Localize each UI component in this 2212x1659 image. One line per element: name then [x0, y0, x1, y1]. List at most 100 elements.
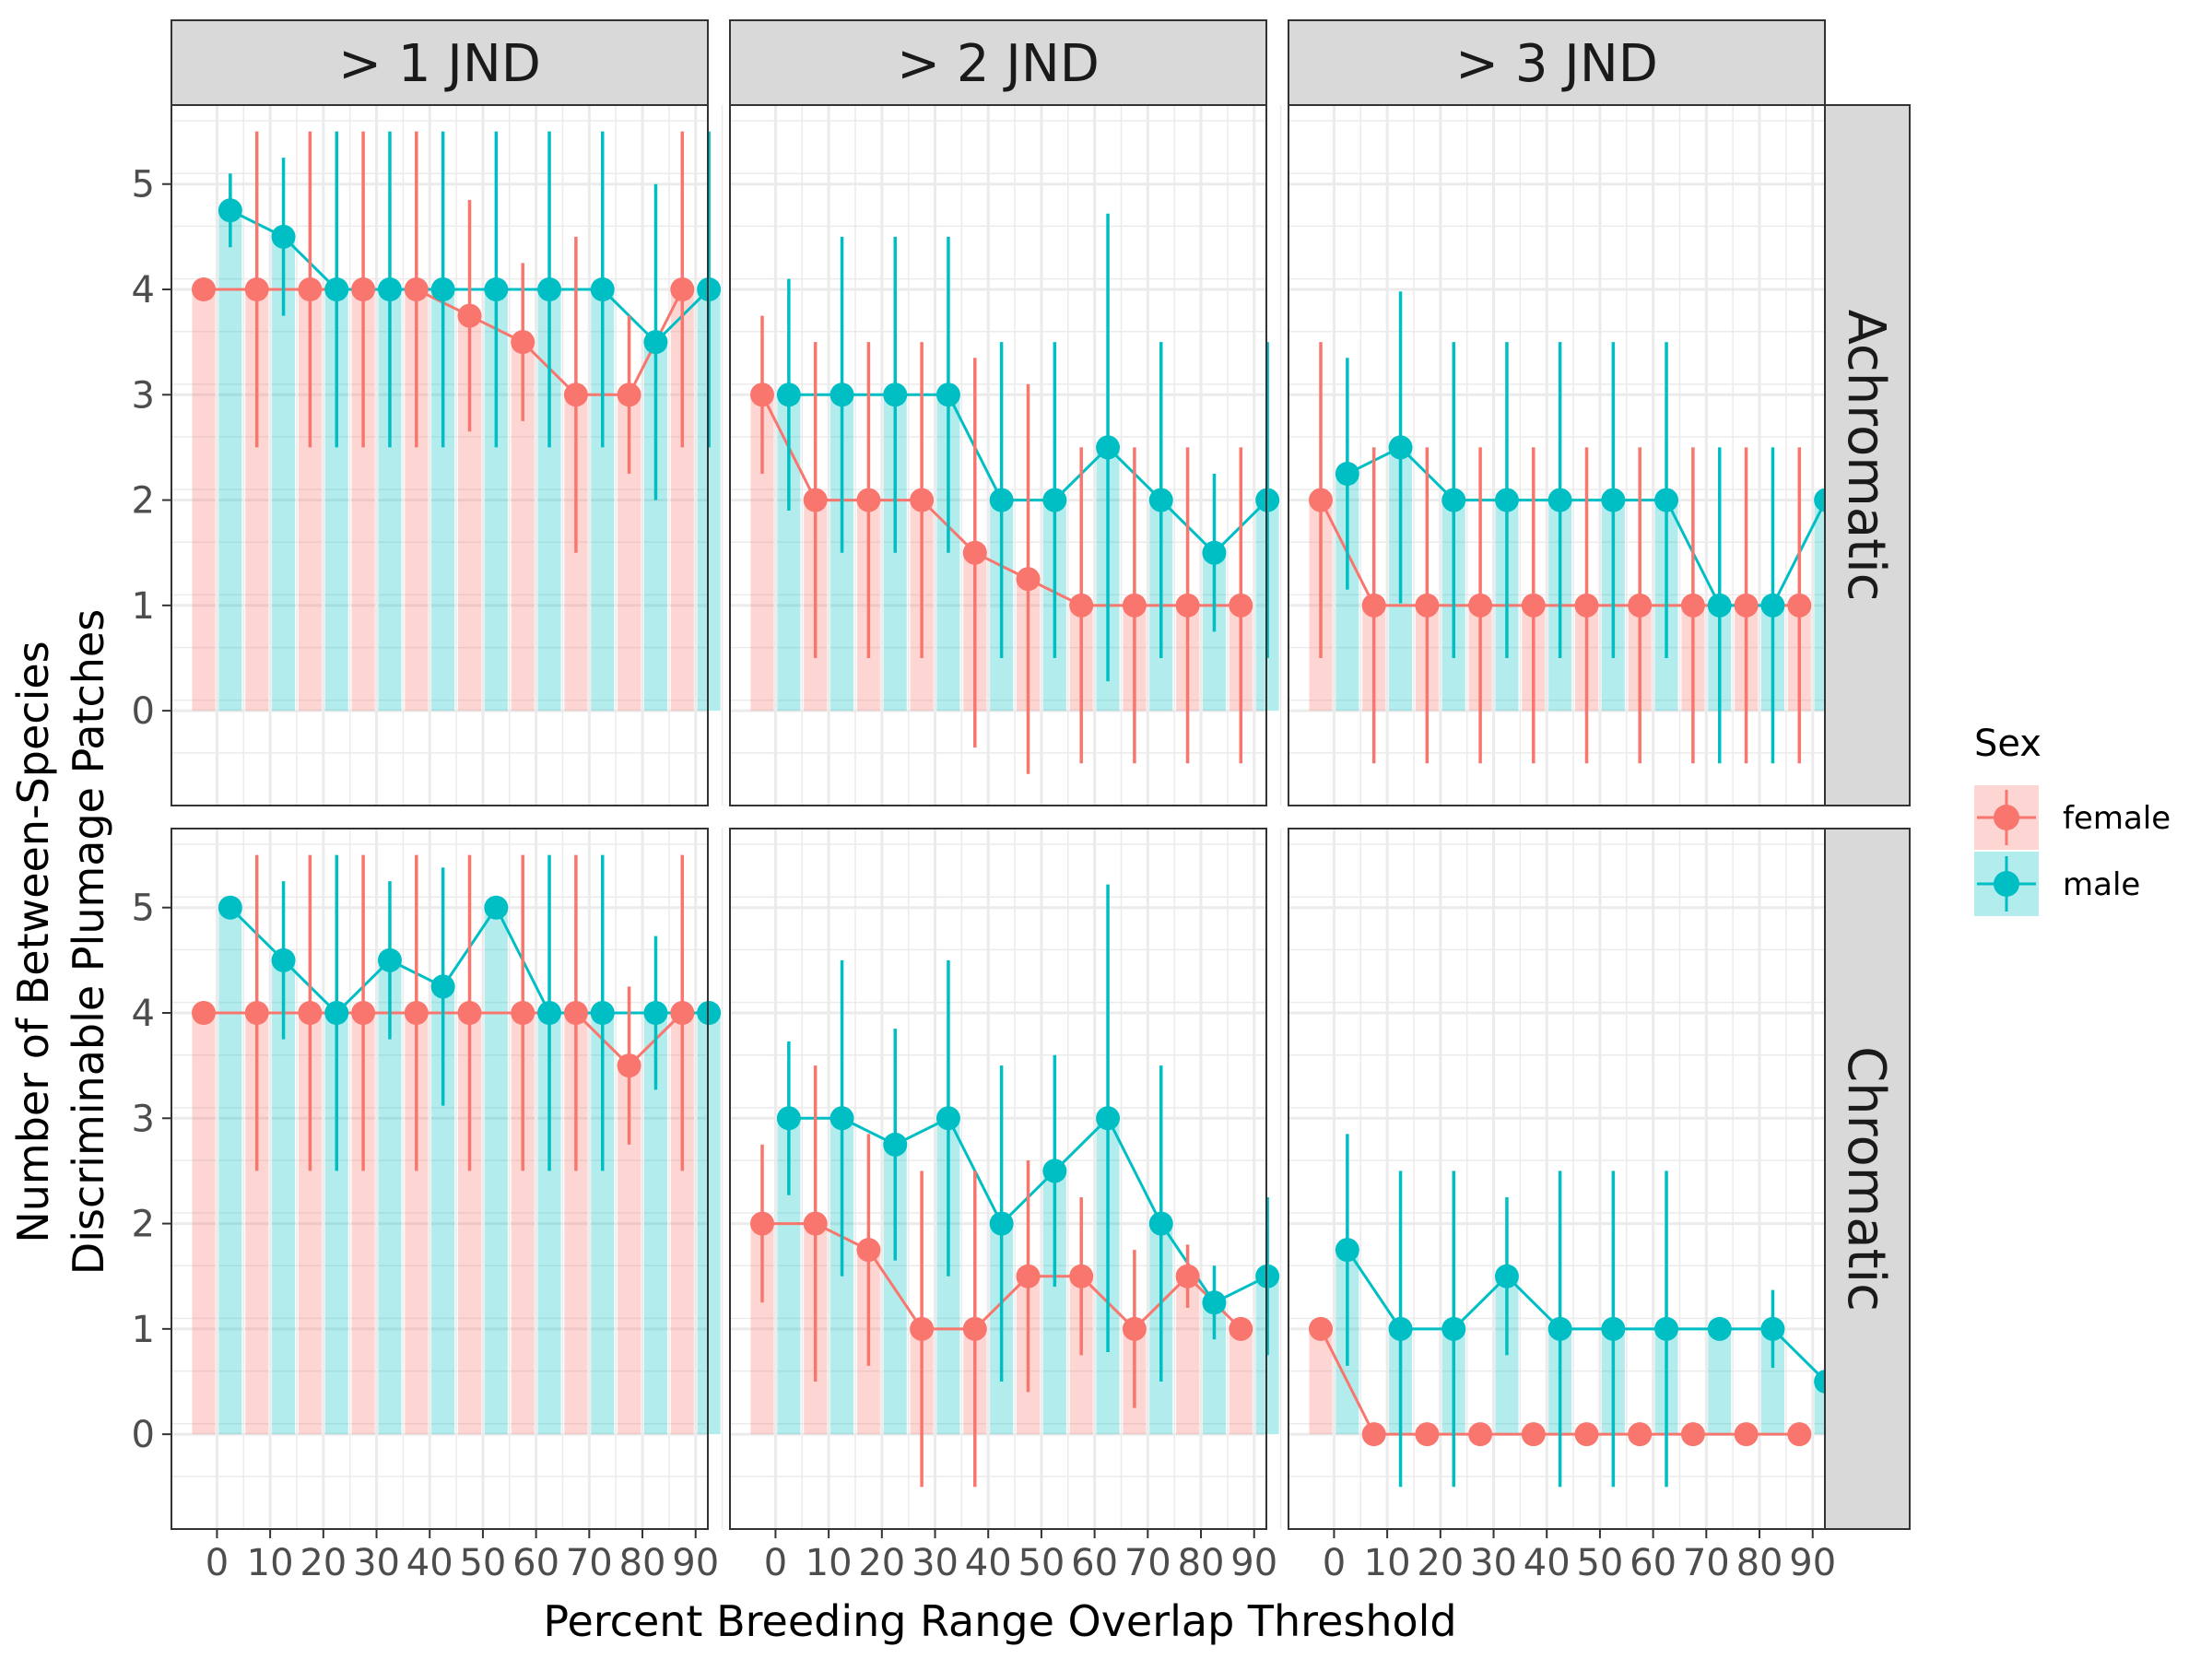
x-tick-label: 40 [1524, 1542, 1571, 1584]
panel-1-0 [171, 828, 724, 1530]
point-male [1601, 1316, 1626, 1341]
point-male [1202, 1290, 1227, 1315]
point-female [1574, 593, 1599, 618]
column-strip-bg [171, 19, 709, 106]
point-male [324, 1001, 349, 1025]
x-tick-label: 80 [619, 1542, 666, 1584]
y-tick-label: 3 [132, 1098, 155, 1140]
x-tick-label: 70 [1124, 1542, 1171, 1584]
point-male [590, 1001, 615, 1025]
point-female [404, 277, 429, 301]
point-male [883, 1132, 908, 1157]
x-tick-label: 20 [858, 1542, 905, 1584]
x-tick-label: 90 [1789, 1542, 1836, 1584]
point-female [962, 540, 987, 565]
point-male [484, 277, 509, 301]
point-female [1734, 1422, 1759, 1447]
point-female [1468, 1422, 1493, 1447]
point-female [617, 1053, 641, 1078]
point-male [1148, 488, 1173, 512]
point-male [1654, 488, 1679, 512]
point-female [1229, 1316, 1253, 1341]
panel-border [171, 828, 709, 1530]
point-male [537, 277, 562, 301]
column-strip-label: > 3 JND [1455, 34, 1658, 94]
point-female [1468, 593, 1493, 618]
point-female [1175, 593, 1200, 618]
column-strip-bg [729, 19, 1267, 106]
point-male [1601, 488, 1626, 512]
point-female [1628, 1422, 1653, 1447]
point-male [1042, 488, 1067, 512]
point-female [1309, 1316, 1333, 1341]
legend: Sex female male [1974, 723, 2171, 916]
point-female [1415, 593, 1440, 618]
x-tick-label: 60 [1630, 1542, 1677, 1584]
row-strip-label: Achromatic [1836, 310, 1896, 602]
y-tick-label: 2 [132, 1204, 155, 1246]
point-female [404, 1001, 429, 1025]
x-tick-label: 30 [912, 1542, 959, 1584]
x-tick-label: 60 [1071, 1542, 1118, 1584]
bar-male [218, 907, 242, 1435]
point-male [1760, 593, 1785, 618]
panel-1-1 [729, 828, 1282, 1530]
point-female [1016, 1264, 1041, 1288]
point-female [856, 488, 881, 512]
point-male [697, 1001, 722, 1025]
point-female [244, 277, 269, 301]
point-male [271, 947, 296, 972]
x-tick-label: 40 [406, 1542, 453, 1584]
x-tick-label: 40 [965, 1542, 1012, 1584]
x-tick-label: 60 [512, 1542, 559, 1584]
y-tick-label: 4 [132, 269, 155, 312]
point-male [1388, 435, 1413, 460]
x-tick-label: 20 [1417, 1542, 1464, 1584]
legend-key-male-point [1994, 871, 2019, 897]
point-male [1255, 1264, 1280, 1288]
point-male [484, 895, 509, 920]
panel-background [171, 105, 708, 806]
row-strip-bg [1824, 104, 1911, 806]
point-female [750, 382, 774, 407]
x-tick-label: 0 [206, 1542, 229, 1584]
x-tick-label: 80 [1178, 1542, 1225, 1584]
panel-0-0 [171, 104, 724, 806]
point-female [670, 277, 695, 301]
point-male [324, 277, 349, 301]
point-male [271, 224, 296, 249]
point-female [750, 1211, 774, 1236]
panel-0-1 [729, 104, 1282, 806]
point-female [1069, 1264, 1094, 1288]
point-female [457, 303, 482, 328]
point-female [1415, 1422, 1440, 1447]
point-male [1335, 1238, 1359, 1263]
point-male [1096, 435, 1121, 460]
point-female [1361, 593, 1386, 618]
point-female [1361, 1422, 1386, 1447]
point-male [1707, 1316, 1732, 1341]
point-female [1069, 593, 1094, 618]
point-male [1547, 1316, 1572, 1341]
point-male [697, 277, 722, 301]
point-female [1680, 593, 1705, 618]
point-male [830, 382, 854, 407]
row-strip-bg [1824, 828, 1911, 1530]
point-female [803, 1211, 828, 1236]
point-male [935, 1106, 960, 1131]
column-strip-label: > 2 JND [897, 34, 1100, 94]
legend-key-female [1974, 785, 2039, 850]
x-tick-label: 70 [1683, 1542, 1730, 1584]
panel-background [730, 829, 1266, 1529]
x-tick-label: 0 [764, 1542, 787, 1584]
point-female [1628, 593, 1653, 618]
point-female [1574, 1422, 1599, 1447]
x-tick-label: 80 [1736, 1542, 1783, 1584]
point-female [856, 1238, 881, 1263]
y-tick-label: 2 [132, 480, 155, 523]
point-male [1494, 1264, 1519, 1288]
point-male [830, 1106, 854, 1131]
point-female [670, 1001, 695, 1025]
